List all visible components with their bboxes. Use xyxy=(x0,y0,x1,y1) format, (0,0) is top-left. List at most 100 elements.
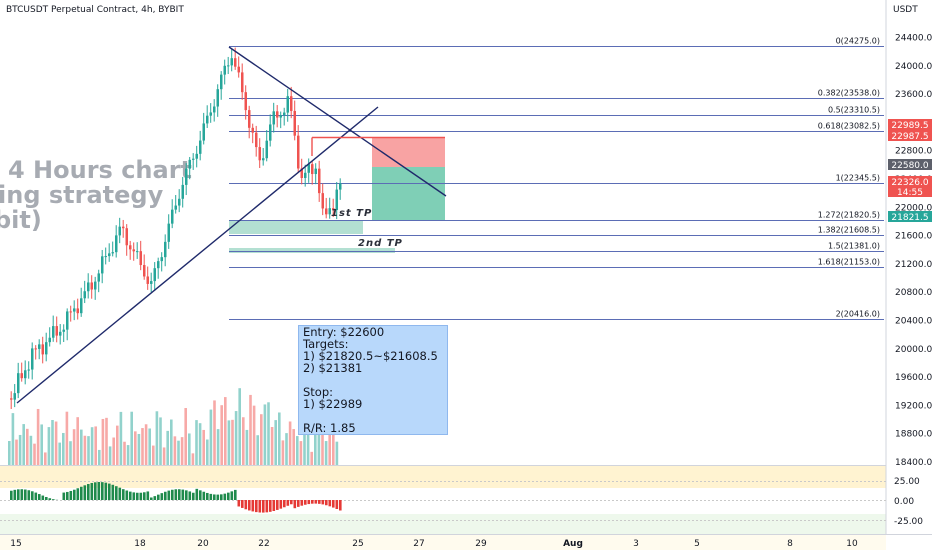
volume-bar xyxy=(33,443,36,465)
volume-bar xyxy=(285,433,288,465)
oscillator-bar xyxy=(290,500,293,505)
volume-bar xyxy=(288,421,292,465)
oscillator-bar xyxy=(76,488,80,500)
volume-bar xyxy=(306,425,310,465)
candle-body xyxy=(325,208,328,215)
oscillator-bar xyxy=(230,491,234,500)
candle-body xyxy=(297,135,300,169)
candle-body xyxy=(13,393,16,400)
oscillator-bar xyxy=(108,483,111,500)
trade-note[interactable]: Entry: $22600 Targets: 1) $21820.5~$21608.… xyxy=(298,325,448,435)
candle-body xyxy=(199,140,202,154)
candle-body xyxy=(90,282,93,290)
volume-layer xyxy=(8,388,339,465)
oscillator-bar xyxy=(48,498,52,500)
candle-body xyxy=(318,168,321,194)
volume-bar xyxy=(209,409,213,465)
volume-bar xyxy=(281,440,285,465)
price-badge-text: 22326.0 xyxy=(891,178,928,188)
price-badge xyxy=(888,211,932,222)
price-tick-label: 23600.0 xyxy=(895,90,932,100)
watermark-line-2: ing strategy xyxy=(0,181,164,209)
date-tick-label: 15 xyxy=(10,539,21,549)
oscillator-lower-band xyxy=(0,514,886,534)
trade-note-line: 2) $21381 xyxy=(303,361,363,375)
candle-body xyxy=(307,164,310,173)
volume-bar xyxy=(188,433,191,465)
oscillator-bar xyxy=(314,500,318,504)
oscillator-bar xyxy=(10,490,13,500)
oscillator-bar xyxy=(318,500,321,504)
volume-bar xyxy=(83,435,87,465)
fib-level-label: 1.618(21153.0) xyxy=(818,258,880,267)
price-tick-label: 20000.0 xyxy=(895,345,932,355)
price-badge-text: 22987.5 xyxy=(891,132,928,142)
volume-bar xyxy=(76,417,79,465)
volume-bar xyxy=(40,424,43,465)
oscillator-bar xyxy=(34,492,38,500)
oscillator-bar xyxy=(129,491,132,500)
oscillator-bar xyxy=(234,489,237,500)
date-tick-label: 8 xyxy=(787,539,793,549)
volume-bar xyxy=(198,423,202,465)
candle-body xyxy=(279,115,282,118)
candle-body xyxy=(237,66,240,73)
price-tick-label: 18800.0 xyxy=(895,430,932,440)
candle-body xyxy=(136,251,139,253)
oscillator-bar xyxy=(104,482,108,500)
volume-bar xyxy=(263,404,267,465)
candle-body xyxy=(272,111,275,125)
volume-bar xyxy=(299,441,303,465)
descending-trendline[interactable] xyxy=(228,46,447,197)
oscillator-bar xyxy=(146,491,150,500)
oscillator-bar xyxy=(279,500,283,509)
volume-bar xyxy=(270,426,274,465)
volume-bar xyxy=(238,388,241,465)
date-tick-label: Aug xyxy=(563,539,583,549)
price-badge-text: 21821.5 xyxy=(891,213,928,223)
oscillator-bar xyxy=(41,495,45,500)
volume-bar xyxy=(141,428,144,465)
volume-bar xyxy=(144,424,148,465)
volume-bar xyxy=(256,435,259,465)
oscillator-bar xyxy=(31,491,34,500)
volume-bar xyxy=(184,408,187,465)
oscillator-bar xyxy=(94,482,97,500)
candle-body xyxy=(230,58,233,66)
date-tick-label: 22 xyxy=(258,539,269,549)
candle-body xyxy=(66,311,69,330)
oscillator-bar xyxy=(83,485,87,500)
oscillator-bar xyxy=(101,482,104,500)
fib-level-label: 0.382(23538.0) xyxy=(818,89,880,98)
oscillator-bar xyxy=(304,500,307,505)
price-tick-label: 22800.0 xyxy=(895,147,932,157)
candle-body xyxy=(55,326,58,336)
oscillator-bar xyxy=(276,500,279,510)
volume-bar xyxy=(69,441,72,465)
candle-body xyxy=(304,172,307,178)
candle-body xyxy=(10,398,13,400)
trade-note-line: 1) $22989 xyxy=(303,397,363,411)
candle-body xyxy=(251,127,254,133)
volume-bar xyxy=(213,400,216,465)
oscillator-bar xyxy=(125,490,129,500)
oscillator-bar xyxy=(192,492,195,500)
candle-body xyxy=(97,273,100,282)
volume-bar xyxy=(22,424,25,465)
price-tick-label: 22000.0 xyxy=(895,203,932,213)
target-zone xyxy=(372,167,445,220)
oscillator-bar xyxy=(195,488,199,500)
price-axis-bg xyxy=(886,0,932,550)
volume-bar xyxy=(278,412,281,465)
watermark-line-1: 4 Hours chart xyxy=(8,156,192,184)
oscillator-bar xyxy=(97,482,101,500)
first-tp-zone xyxy=(229,220,363,234)
volume-bar xyxy=(227,420,231,465)
ascending-trendline[interactable] xyxy=(16,106,379,404)
zones-layer xyxy=(229,137,445,253)
candle-body xyxy=(27,369,30,371)
oscillator-bar xyxy=(27,490,31,500)
oscillator-bar xyxy=(300,500,304,506)
oscillator-bar xyxy=(220,494,223,500)
